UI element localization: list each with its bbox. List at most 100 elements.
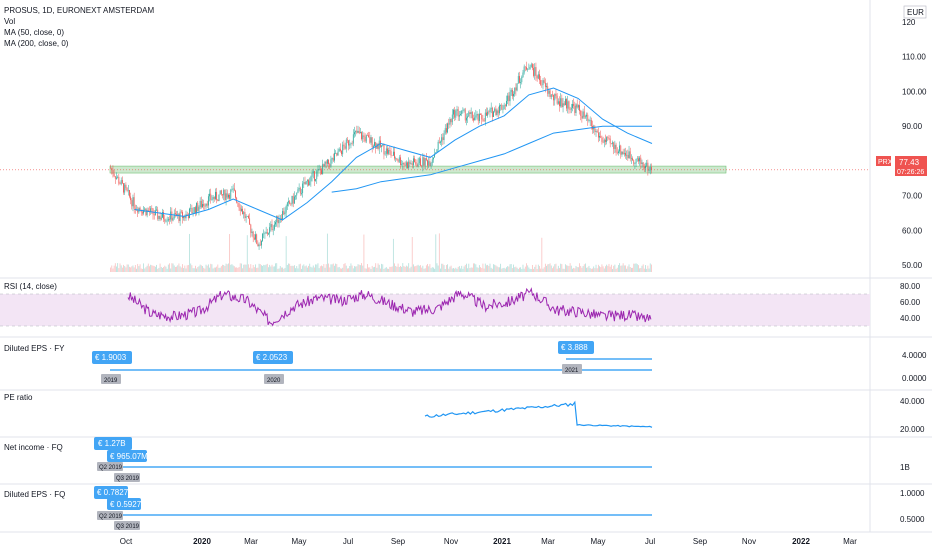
candle-body xyxy=(244,212,246,218)
candle-body xyxy=(356,130,358,133)
volume-bar xyxy=(206,265,208,272)
candle-body xyxy=(146,209,148,216)
volume-bar xyxy=(209,267,210,272)
candle-body xyxy=(603,139,605,143)
volume-bar xyxy=(140,268,142,272)
volume-bar xyxy=(375,263,377,272)
volume-bar xyxy=(603,268,605,272)
volume-bar xyxy=(515,266,517,272)
volume-bar xyxy=(553,266,555,272)
candle-body xyxy=(475,115,477,118)
candle-body xyxy=(273,224,275,230)
candle-body xyxy=(163,212,165,220)
volume-bar xyxy=(456,268,458,272)
candle-body xyxy=(347,139,348,141)
candle-body xyxy=(440,141,441,143)
volume-bar xyxy=(193,268,195,272)
candle-body xyxy=(535,67,537,76)
volume-bar xyxy=(286,264,288,272)
volume-bar xyxy=(559,268,560,272)
candle-body xyxy=(182,212,183,219)
candle-body xyxy=(289,201,291,204)
volume-bar xyxy=(474,263,476,272)
volume-bar xyxy=(503,267,505,272)
volume-bar xyxy=(179,266,181,272)
volume-bar xyxy=(123,264,124,272)
candle-body xyxy=(269,227,271,234)
volume-bar xyxy=(540,268,542,272)
volume-bar xyxy=(626,268,628,272)
price-tick-label: 100.00 xyxy=(902,87,927,96)
volume-bar xyxy=(176,266,177,272)
volume-bar xyxy=(575,265,577,272)
volume-bar xyxy=(636,264,638,272)
volume-bar xyxy=(511,268,513,272)
volume-bar xyxy=(239,263,241,272)
volume-bar xyxy=(516,267,518,272)
candle-body xyxy=(388,150,390,154)
volume-bar xyxy=(605,266,606,272)
candle-body xyxy=(230,190,232,199)
candle-body xyxy=(517,76,519,84)
candle-body xyxy=(513,93,514,97)
candle-body xyxy=(650,167,652,170)
volume-bar xyxy=(392,238,394,272)
volume-bar xyxy=(395,265,397,272)
volume-bar xyxy=(521,268,523,272)
volume-bar xyxy=(345,265,347,272)
net-income-label: Net income · FQ xyxy=(4,443,63,452)
candle-body xyxy=(596,131,598,133)
volume-bar xyxy=(458,266,460,272)
candle-body xyxy=(231,189,233,191)
candle-body xyxy=(336,152,338,156)
volume-bar xyxy=(625,265,626,272)
volume-bar xyxy=(477,267,479,272)
candle-body xyxy=(133,197,135,209)
candle-body xyxy=(263,233,265,235)
ma50-label: MA (50, close, 0) xyxy=(4,28,64,37)
volume-bar xyxy=(597,264,599,272)
volume-bar xyxy=(517,268,519,272)
volume-bar xyxy=(628,264,630,272)
volume-bar xyxy=(131,266,133,272)
volume-bar xyxy=(332,263,334,272)
candle-body xyxy=(643,166,645,169)
candle-body xyxy=(493,111,494,117)
volume-bar xyxy=(509,264,511,272)
volume-bar xyxy=(202,266,203,272)
candle-body xyxy=(549,90,551,97)
candle-body xyxy=(253,237,255,240)
eps-fy-tag-2021-period: 2021 xyxy=(565,368,579,374)
candle-body xyxy=(196,202,198,214)
volume-bar xyxy=(284,267,286,272)
candle-body xyxy=(385,148,387,154)
candle-body xyxy=(575,104,577,114)
candle-body xyxy=(130,196,132,201)
candle-body xyxy=(276,215,278,223)
candle-body xyxy=(344,146,346,149)
volume-bar xyxy=(191,265,193,272)
candle-body xyxy=(527,69,529,70)
candle-body xyxy=(118,176,120,184)
candle-body xyxy=(322,164,324,175)
price-tick-label: 50.00 xyxy=(902,261,923,270)
rsi-tick-label: 60.00 xyxy=(900,298,921,307)
candle-body xyxy=(162,212,163,218)
currency-badge[interactable] xyxy=(903,5,927,19)
candle-body xyxy=(628,151,630,159)
volume-bar xyxy=(486,265,487,272)
volume-bar xyxy=(364,268,366,272)
volume-bar xyxy=(445,265,447,272)
candle-body xyxy=(223,189,225,196)
volume-bar xyxy=(291,265,293,272)
candle-body xyxy=(365,135,367,142)
candle-body xyxy=(257,243,259,247)
time-axis-label: Sep xyxy=(391,537,406,546)
volume-bar xyxy=(213,267,215,272)
volume-bar xyxy=(468,263,470,272)
volume-bar xyxy=(248,264,249,272)
volume-bar xyxy=(309,263,311,272)
volume-bar xyxy=(156,264,157,272)
volume-bar xyxy=(563,268,565,272)
volume-bar xyxy=(572,268,573,272)
